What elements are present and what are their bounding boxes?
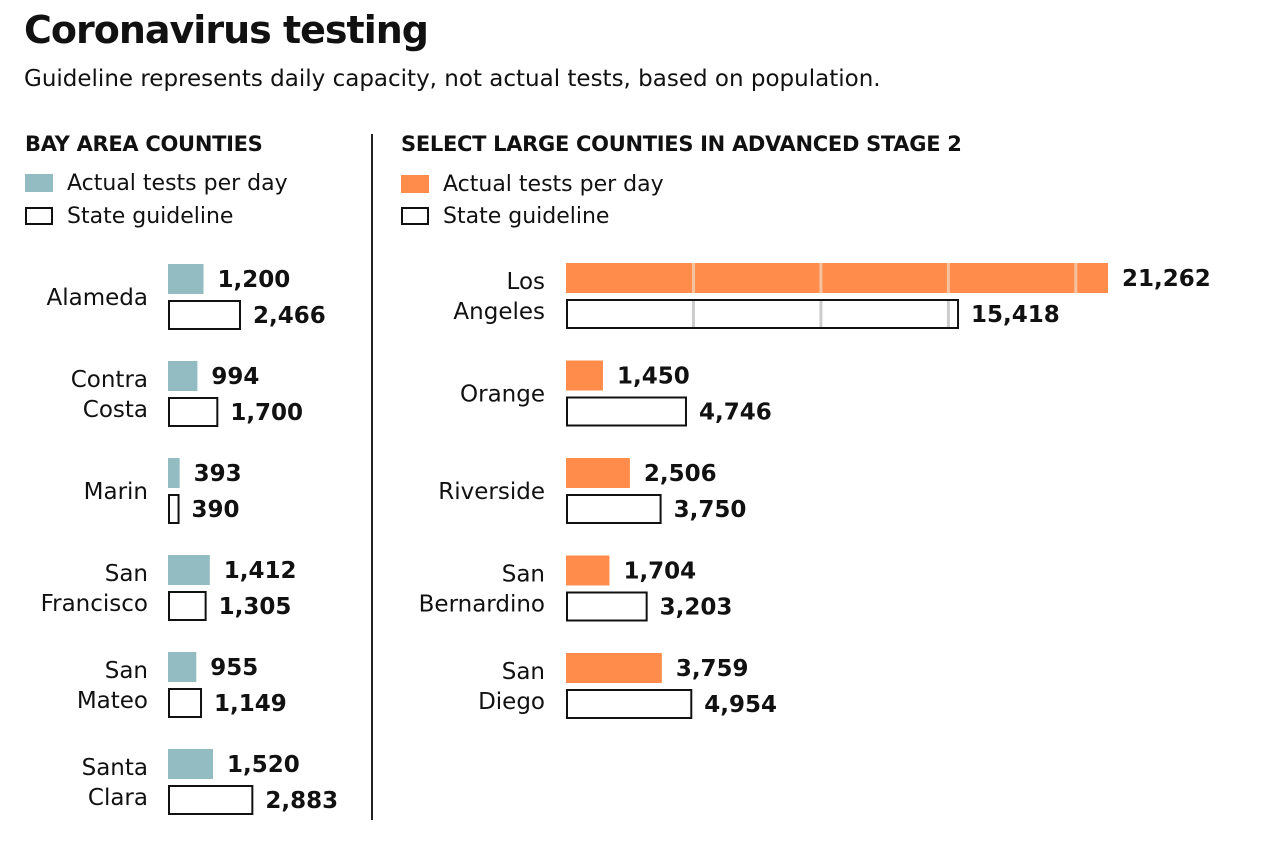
bay-area-actual-bar-santa-clara (168, 749, 213, 779)
large-counties-guideline-bar-orange (566, 396, 687, 427)
large-counties-actual-bar-riverside (566, 458, 630, 488)
chart-title: Coronavirus testing (24, 8, 429, 52)
large-counties-guideline-value-san-diego: 4,954 (704, 692, 777, 718)
bay-area-legend-guideline: State guideline (25, 203, 233, 229)
large-counties-guideline-value-san-bernardino: 3,203 (660, 595, 733, 621)
large-counties-actual-value-riverside: 2,506 (644, 461, 717, 487)
bay-area-actual-bar-marin (168, 458, 180, 488)
large-counties-panel-title: SELECT LARGE COUNTIES IN ADVANCED STAGE … (401, 132, 962, 156)
bay-area-guideline-legend-label: State guideline (67, 203, 234, 229)
bay-area-county-label-alameda: Alameda (47, 285, 148, 311)
bay-area-guideline-bar-santa-clara (168, 785, 254, 815)
bay-area-actual-value-marin: 393 (194, 461, 242, 487)
chart-subtitle: Guideline represents daily capacity, not… (24, 66, 881, 92)
large-counties-actual-bar-los-angeles (566, 263, 1108, 293)
large-counties-actual-bar-san-bernardino (566, 555, 610, 586)
bay-area-actual-value-contra-costa: 994 (211, 364, 259, 390)
bay-area-guideline-bar-marin (168, 494, 180, 524)
large-counties-guideline-bar-riverside (566, 494, 662, 524)
bay-area-guideline-value-san-francisco: 1,305 (219, 594, 292, 620)
bay-area-guideline-bar-san-francisco (168, 591, 207, 621)
bay-area-legend-actual: Actual tests per day (25, 170, 288, 196)
bay-area-panel: BAY AREA COUNTIES Actual tests per day S… (0, 126, 372, 846)
large-counties-guideline-bar-los-angeles (566, 299, 960, 329)
large-counties-county-label-san-diego: San Diego (478, 659, 545, 715)
bay-area-guideline-value-san-mateo: 1,149 (214, 691, 287, 717)
large-counties-guideline-value-riverside: 3,750 (674, 497, 747, 523)
panel-divider (371, 134, 373, 820)
large-counties-actual-value-san-diego: 3,759 (676, 656, 749, 682)
bay-area-actual-bar-contra-costa (168, 361, 198, 391)
large-counties-guideline-value-los-angeles: 15,418 (971, 302, 1060, 328)
bay-area-guideline-swatch (25, 207, 53, 225)
bay-area-actual-bar-san-francisco (168, 555, 210, 585)
bay-area-county-label-san-mateo: San Mateo (77, 658, 148, 714)
bay-area-county-label-santa-clara: Santa Clara (82, 755, 148, 811)
large-counties-guideline-legend-label: State guideline (443, 203, 610, 229)
large-counties-chart: 21,262 15,418 Los Angeles 1,450 4,746 Orange 2,… (419, 263, 1211, 719)
large-counties-county-label-los-angeles: Los Angeles (453, 269, 545, 325)
bay-area-county-label-san-francisco: San Francisco (41, 561, 148, 617)
large-counties-actual-bar-orange (566, 360, 603, 391)
bay-area-actual-value-alameda: 1,200 (218, 267, 291, 293)
large-counties-guideline-bar-san-bernardino (566, 591, 648, 622)
bay-area-county-label-contra-costa: Contra Costa (71, 367, 148, 423)
bay-area-chart: 1,200 2,466 Alameda 994 1,700 Contra Costa 393 3… (41, 264, 338, 815)
bay-area-guideline-bar-contra-costa (168, 397, 219, 427)
large-counties-panel: SELECT LARGE COUNTIES IN ADVANCED STAGE … (374, 126, 1276, 846)
bay-area-county-label-marin: Marin (84, 479, 148, 505)
large-counties-actual-legend-label: Actual tests per day (443, 171, 664, 197)
bay-area-guideline-value-contra-costa: 1,700 (230, 400, 303, 426)
bay-area-actual-legend-label: Actual tests per day (67, 170, 288, 196)
bay-area-actual-value-san-mateo: 955 (210, 655, 258, 681)
bay-area-actual-value-santa-clara: 1,520 (227, 752, 300, 778)
large-counties-actual-value-orange: 1,450 (617, 364, 690, 390)
large-counties-guideline-bar-san-diego (566, 689, 693, 719)
bay-area-guideline-value-alameda: 2,466 (253, 303, 326, 329)
bay-area-guideline-value-santa-clara: 2,883 (265, 788, 338, 814)
large-counties-actual-bar-san-diego (566, 653, 662, 683)
large-counties-county-label-riverside: Riverside (438, 479, 545, 505)
large-counties-actual-value-san-bernardino: 1,704 (623, 559, 696, 585)
bay-area-actual-swatch (25, 174, 53, 192)
bay-area-actual-value-san-francisco: 1,412 (224, 558, 297, 584)
bay-area-actual-bar-alameda (168, 264, 204, 294)
large-counties-legend-guideline: State guideline (401, 203, 609, 229)
large-counties-guideline-value-orange: 4,746 (699, 400, 772, 426)
large-counties-actual-value-los-angeles: 21,262 (1122, 266, 1211, 292)
bay-area-actual-bar-san-mateo (168, 652, 197, 682)
large-counties-county-label-orange: Orange (460, 382, 545, 408)
bay-area-guideline-value-marin: 390 (192, 497, 240, 523)
bay-area-guideline-bar-alameda (168, 300, 241, 330)
large-counties-guideline-swatch (401, 207, 429, 225)
large-counties-county-label-san-bernardino: San Bernardino (419, 562, 545, 618)
large-counties-legend-actual: Actual tests per day (401, 171, 664, 197)
large-counties-actual-swatch (401, 175, 429, 193)
bay-area-panel-title: BAY AREA COUNTIES (25, 132, 263, 156)
bay-area-guideline-bar-san-mateo (168, 688, 203, 718)
